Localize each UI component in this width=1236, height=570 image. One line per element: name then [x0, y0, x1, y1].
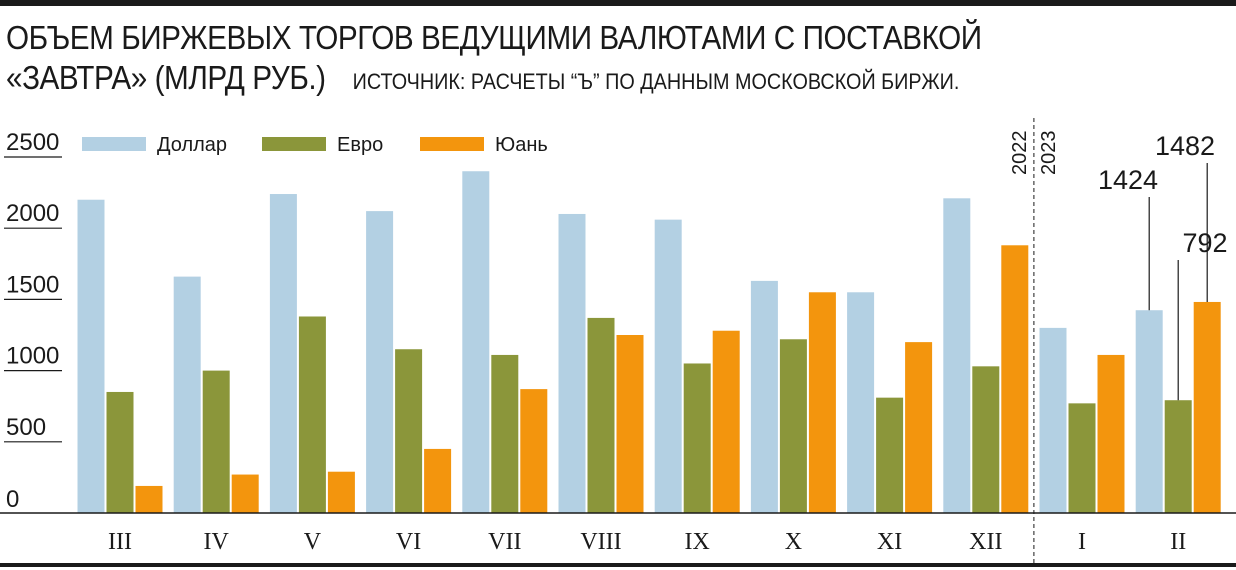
annotations: 1424 792 1482: [1098, 131, 1228, 401]
x-tick-label-I: I: [1078, 529, 1086, 555]
bar-dollar-IX: [654, 219, 682, 513]
legend-label-yuan: Юань: [495, 134, 548, 156]
legend-swatch-yuan: [420, 137, 484, 151]
legend-swatch-euro: [262, 137, 326, 151]
data-label-yuan-II: 1482: [1155, 131, 1215, 161]
data-label-dollar-II: 1424: [1098, 165, 1158, 195]
bar-yuan-III: [135, 485, 163, 513]
data-label-euro-II: 792: [1182, 228, 1227, 258]
bar-yuan-VI: [424, 448, 452, 513]
top-rule: [0, 0, 1236, 6]
bar-yuan-XII: [1001, 245, 1029, 513]
bottom-rule: [0, 563, 1236, 567]
y-tick-label-0: 0: [6, 486, 19, 513]
bar-dollar-XI: [847, 292, 875, 513]
x-tick-label-XII: XII: [969, 529, 1002, 555]
title-line-1: ОБЪЕМ БИРЖЕВЫХ ТОРГОВ ВЕДУЩИМИ ВАЛЮТАМИ …: [6, 19, 982, 56]
legend: Доллар Евро Юань: [82, 134, 548, 156]
legend-swatch-dollar: [82, 137, 146, 151]
bar-euro-XII: [972, 366, 1000, 513]
bar-dollar-VI: [366, 211, 394, 513]
x-tick-label-V: V: [304, 529, 322, 555]
bar-dollar-X: [750, 280, 778, 513]
y-tick-label-1000: 1000: [6, 343, 59, 370]
bar-euro-VIII: [587, 317, 615, 513]
x-tick-label-IX: IX: [685, 529, 710, 555]
bar-yuan-IX: [712, 330, 740, 513]
bar-dollar-VIII: [558, 213, 586, 513]
x-tick-label-VI: VI: [396, 529, 421, 555]
bar-dollar-XII: [943, 198, 971, 513]
bar-euro-VII: [491, 354, 519, 513]
x-tick-label-IV: IV: [204, 529, 230, 555]
bar-euro-X: [779, 339, 807, 513]
bar-yuan-IV: [231, 474, 259, 513]
bar-euro-I: [1068, 403, 1096, 513]
bar-dollar-IV: [173, 276, 201, 513]
bar-dollar-III: [77, 199, 105, 513]
bar-yuan-VIII: [616, 335, 644, 513]
bar-yuan-XI: [905, 342, 933, 513]
legend-label-dollar: Доллар: [157, 134, 227, 156]
bar-yuan-VII: [520, 389, 548, 513]
y-tick-label-2500: 2500: [6, 129, 59, 156]
bar-dollar-I: [1039, 327, 1067, 513]
gridlines: [4, 156, 62, 443]
bar-euro-II: [1164, 400, 1192, 513]
bars: [77, 171, 1221, 514]
x-tick-label-X: X: [785, 529, 802, 555]
bar-dollar-II: [1135, 310, 1163, 513]
bar-euro-V: [298, 316, 326, 513]
source-note: ИСТОЧНИК: РАСЧЕТЫ “Ъ” ПО ДАННЫМ МОСКОВСК…: [352, 69, 960, 94]
title-line-2: «ЗАВТРА» (МЛРД РУБ.): [6, 59, 326, 96]
y-tick-label-1500: 1500: [6, 271, 59, 298]
bar-euro-IX: [683, 363, 711, 513]
x-tick-label-VII: VII: [488, 529, 521, 555]
bar-yuan-X: [808, 292, 836, 513]
bar-yuan-V: [327, 471, 355, 513]
bar-dollar-V: [269, 194, 297, 514]
x-tick-label-XI: XI: [877, 529, 902, 555]
bar-yuan-II: [1193, 301, 1221, 513]
year-label-2022: 2022: [1009, 131, 1031, 176]
legend-label-euro: Евро: [337, 134, 383, 156]
y-tick-label-500: 500: [6, 414, 46, 441]
x-tick-label-III: III: [108, 529, 132, 555]
x-tick-label-VIII: VIII: [580, 529, 621, 555]
bar-euro-VI: [395, 349, 423, 513]
bar-euro-III: [106, 391, 134, 513]
chart-title: ОБЪЕМ БИРЖЕВЫХ ТОРГОВ ВЕДУЩИМИ ВАЛЮТАМИ …: [6, 18, 1104, 102]
bar-dollar-VII: [462, 171, 490, 514]
bar-yuan-I: [1097, 354, 1125, 513]
bar-euro-IV: [202, 370, 230, 513]
bar-euro-XI: [876, 397, 904, 513]
y-tick-label-2000: 2000: [6, 200, 59, 227]
year-label-2023: 2023: [1038, 131, 1060, 176]
x-tick-label-II: II: [1170, 529, 1186, 555]
